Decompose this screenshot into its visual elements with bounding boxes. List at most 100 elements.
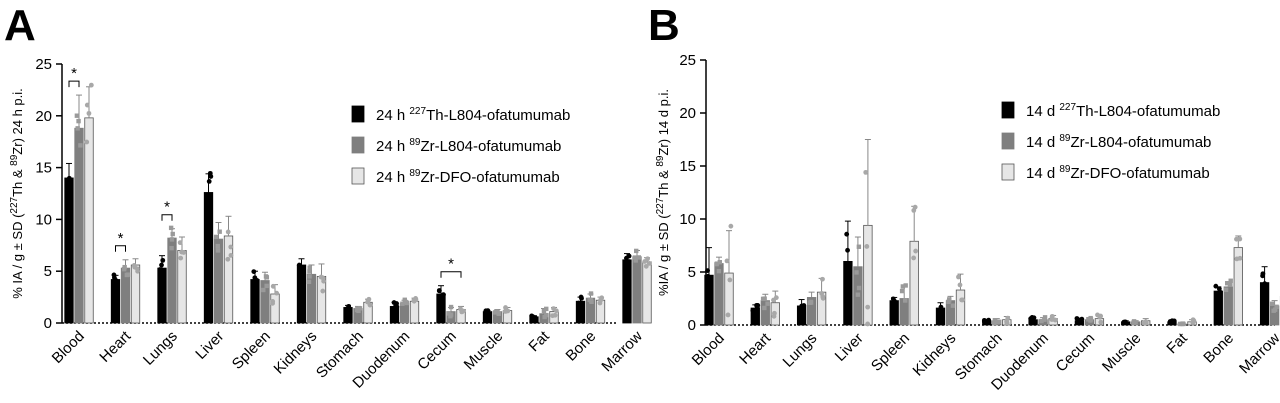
data-point (124, 272, 130, 278)
data-point (264, 275, 270, 280)
panel-a-chart: 0 5 10 15 20 25 % IA / g ± SD (227Th & 89Zr) 2… (9, 56, 652, 392)
data-point (820, 276, 825, 282)
data-point (1131, 319, 1137, 324)
data-point (446, 311, 451, 316)
x-tick-label: Fat (1163, 329, 1191, 357)
data-point (251, 269, 257, 275)
x-tick-label: Blood (689, 330, 728, 369)
data-point (1121, 320, 1127, 325)
data-point (1169, 318, 1175, 324)
data-point (213, 234, 219, 240)
bar (110, 279, 121, 324)
y-tick-label: 10 (35, 211, 52, 228)
data-point (636, 255, 642, 260)
data-point (86, 110, 92, 116)
data-point (1190, 317, 1196, 323)
legend-swatch (351, 136, 365, 154)
y-tick-label: 0 (688, 317, 696, 334)
bar (74, 127, 84, 324)
bar (64, 177, 74, 324)
data-point (207, 170, 213, 176)
bar (399, 302, 410, 324)
data-point (844, 231, 850, 237)
data-point (772, 310, 777, 316)
data-point (160, 257, 166, 263)
data-point (808, 300, 814, 305)
data-point (1224, 281, 1230, 286)
bar (436, 293, 446, 324)
data-point (728, 223, 734, 229)
data-point (131, 263, 137, 268)
y-tick-label: 20 (679, 105, 696, 122)
data-point (913, 248, 919, 254)
data-point (992, 321, 997, 326)
data-point (750, 308, 756, 313)
data-point (403, 300, 409, 305)
data-point (169, 245, 174, 251)
data-point (725, 312, 731, 318)
data-point (992, 317, 998, 323)
x-tick-label: Lungs (780, 330, 821, 371)
legend-label: 14 d 89Zr-L804-ofatumumab (1026, 133, 1211, 151)
data-point (579, 295, 584, 301)
data-point (261, 287, 266, 293)
y-tick-label: 5 (688, 264, 696, 281)
data-point (1042, 315, 1048, 320)
data-point (762, 305, 767, 311)
x-tick-label: Heart (736, 329, 775, 368)
data-point (1260, 271, 1266, 277)
data-point (394, 301, 399, 306)
data-point (492, 310, 498, 315)
data-point (956, 274, 961, 280)
data-point (225, 256, 231, 262)
legend-label: 24 h 89Zr-DFO-ofatumumab (376, 168, 560, 186)
data-point (206, 178, 212, 184)
data-point (544, 306, 549, 312)
data-point (1088, 315, 1093, 321)
data-point (911, 255, 917, 261)
data-point (626, 259, 632, 265)
data-point (911, 208, 917, 213)
data-point (1052, 317, 1058, 323)
data-point (74, 113, 80, 118)
data-point (1029, 319, 1035, 324)
data-point (856, 285, 862, 291)
data-point (1228, 282, 1233, 287)
data-point (178, 255, 184, 261)
data-point (168, 225, 174, 231)
data-point (634, 248, 639, 254)
significance-bracket (115, 245, 126, 252)
data-point (863, 169, 869, 175)
x-tick-label: Bone (563, 328, 600, 365)
legend-swatch (1001, 163, 1015, 181)
x-tick-label: Liver (192, 328, 227, 363)
data-point (448, 314, 453, 319)
data-point (950, 303, 956, 308)
data-point (633, 258, 638, 263)
x-tick-label: Spleen (229, 328, 274, 373)
data-point (321, 278, 327, 284)
data-point (503, 305, 508, 310)
data-point (754, 305, 760, 310)
data-point (576, 300, 582, 306)
data-point (1095, 312, 1100, 318)
data-point (865, 321, 871, 327)
bar (632, 256, 642, 324)
data-point (112, 275, 117, 281)
data-point (957, 282, 963, 288)
data-point (264, 283, 269, 289)
data-point (541, 308, 547, 313)
significance-star: * (164, 199, 170, 216)
data-point (306, 279, 312, 285)
y-axis-label: % IA / g ± SD (227Th & 89Zr) 24 h p.i. (9, 88, 25, 299)
bar (167, 237, 177, 324)
data-point (448, 304, 454, 310)
data-point (1237, 255, 1243, 261)
data-point (1216, 292, 1222, 298)
data-point (159, 262, 164, 268)
x-tick-label: Liver (832, 330, 867, 365)
data-point (1005, 315, 1011, 321)
data-point (1271, 308, 1276, 313)
data-point (84, 139, 90, 145)
